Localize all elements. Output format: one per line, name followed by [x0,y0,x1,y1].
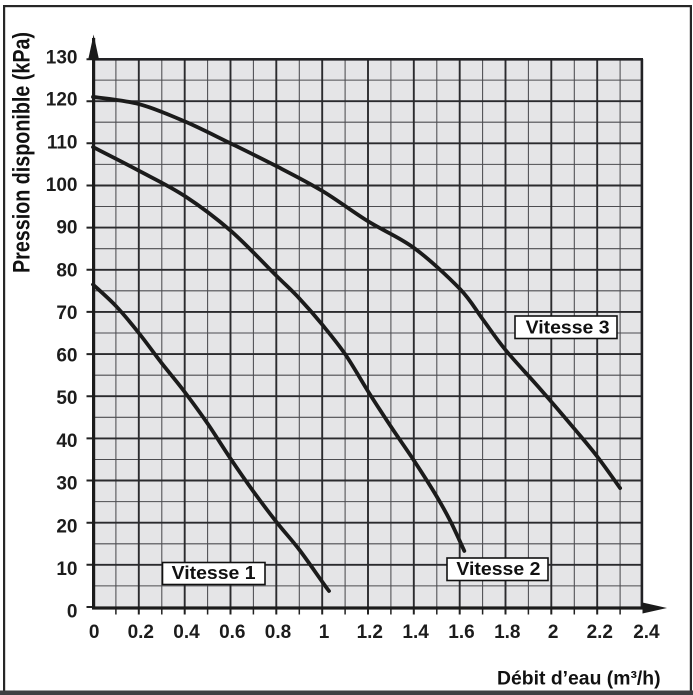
svg-text:1.2: 1.2 [357,622,383,643]
svg-text:100: 100 [46,175,78,196]
svg-text:Vitesse 2: Vitesse 2 [456,558,540,579]
svg-text:Vitesse 3: Vitesse 3 [526,317,610,338]
svg-text:2.2: 2.2 [587,622,613,643]
svg-text:Débit d’eau (m³/h): Débit d’eau (m³/h) [497,668,661,690]
svg-text:0: 0 [89,622,100,643]
svg-text:40: 40 [56,431,77,452]
svg-text:10: 10 [56,559,77,580]
svg-text:2: 2 [548,622,559,643]
svg-text:0.8: 0.8 [265,622,291,643]
svg-text:1.6: 1.6 [448,622,474,643]
svg-text:Vitesse 1: Vitesse 1 [172,562,256,583]
svg-text:110: 110 [47,132,78,153]
svg-text:80: 80 [56,260,77,281]
svg-text:130: 130 [46,47,78,68]
svg-text:90: 90 [56,218,77,239]
svg-text:2.4: 2.4 [633,622,660,643]
svg-text:1: 1 [319,622,330,643]
svg-text:1.8: 1.8 [494,622,520,643]
svg-text:0: 0 [67,602,78,623]
svg-text:60: 60 [56,346,77,367]
svg-text:120: 120 [46,90,78,111]
svg-text:1.4: 1.4 [402,622,429,643]
svg-text:0.4: 0.4 [173,622,200,643]
svg-text:0.2: 0.2 [128,622,154,643]
svg-text:30: 30 [56,474,77,495]
svg-text:0.6: 0.6 [219,622,245,643]
svg-text:70: 70 [56,303,77,324]
svg-text:20: 20 [56,516,77,537]
svg-text:Pression disponible (kPa): Pression disponible (kPa) [9,32,36,273]
svg-text:50: 50 [56,388,77,409]
